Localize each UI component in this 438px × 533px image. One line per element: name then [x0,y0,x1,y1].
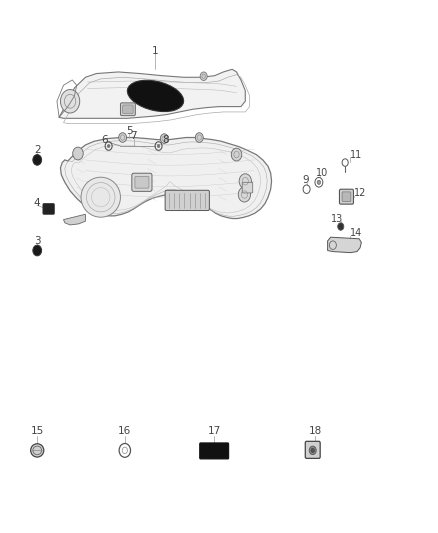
Circle shape [200,72,207,80]
Circle shape [317,180,321,184]
Text: 2: 2 [34,146,41,155]
Text: 4: 4 [34,198,41,207]
Circle shape [239,174,251,189]
Circle shape [107,144,110,148]
Text: 11: 11 [350,150,363,159]
Circle shape [311,448,314,453]
FancyBboxPatch shape [342,192,351,201]
Circle shape [157,144,160,148]
Polygon shape [64,214,85,225]
Text: 10: 10 [316,168,328,178]
Ellipse shape [127,80,184,111]
Text: 8: 8 [162,135,169,144]
FancyBboxPatch shape [165,190,209,211]
FancyBboxPatch shape [120,103,135,116]
Circle shape [73,147,83,160]
FancyBboxPatch shape [43,204,54,214]
FancyBboxPatch shape [242,182,253,193]
Circle shape [238,187,251,202]
FancyBboxPatch shape [123,105,133,114]
Circle shape [119,133,127,142]
Text: 6: 6 [101,135,108,144]
Circle shape [33,245,42,256]
FancyBboxPatch shape [339,189,353,204]
Text: 14: 14 [350,229,363,238]
Text: 15: 15 [31,426,44,435]
Polygon shape [60,138,272,219]
FancyBboxPatch shape [305,441,320,458]
Circle shape [33,155,42,165]
Text: 7: 7 [130,131,137,141]
FancyBboxPatch shape [200,443,229,459]
Circle shape [309,446,316,455]
Text: 17: 17 [208,426,221,435]
Text: 12: 12 [354,189,366,198]
FancyBboxPatch shape [132,173,152,191]
Circle shape [338,223,344,230]
Text: 16: 16 [118,426,131,435]
Text: 5: 5 [126,126,133,135]
FancyBboxPatch shape [135,176,149,188]
Text: 18: 18 [309,426,322,435]
Polygon shape [59,69,245,118]
Text: 13: 13 [331,214,343,223]
Circle shape [231,148,242,161]
Text: 3: 3 [34,236,41,246]
Circle shape [60,90,80,113]
Circle shape [160,134,168,143]
Ellipse shape [31,443,44,457]
Text: 1: 1 [152,46,159,55]
Circle shape [195,133,203,142]
Ellipse shape [81,177,120,217]
Polygon shape [328,237,361,253]
Text: 9: 9 [302,175,309,185]
